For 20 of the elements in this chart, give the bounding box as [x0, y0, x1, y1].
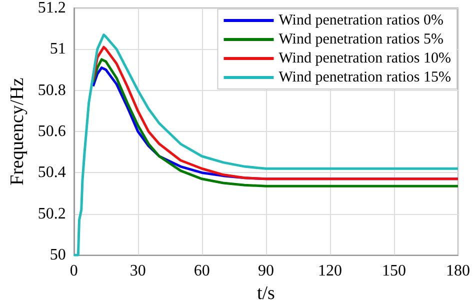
y-tick-label: 51 — [50, 40, 66, 58]
legend-label: Wind penetration ratios 0% — [278, 12, 444, 28]
x-tick-label: 60 — [194, 262, 210, 280]
x-tick-label: 90 — [258, 262, 274, 280]
x-axis-title: t/s — [256, 283, 275, 304]
x-tick-label: 150 — [382, 262, 406, 280]
legend-label: Wind penetration ratios 5% — [278, 32, 444, 48]
y-tick-label: 50.8 — [38, 82, 66, 99]
x-tick-label: 120 — [318, 262, 342, 280]
y-tick-label: 50 — [50, 246, 66, 264]
x-tick-label: 30 — [130, 262, 146, 280]
y-axis-title: Frequency/Hz — [7, 78, 28, 186]
x-tick-label: 180 — [446, 262, 470, 280]
y-tick-label: 51.2 — [38, 0, 66, 16]
legend-label: Wind penetration ratios 10% — [278, 50, 451, 66]
y-tick-label: 50.6 — [38, 123, 66, 140]
y-tick-label: 50.4 — [38, 164, 66, 182]
y-tick-label: 50.2 — [38, 205, 66, 222]
x-tick-label: 0 — [70, 262, 78, 280]
legend-label: Wind penetration ratios 15% — [278, 70, 451, 86]
